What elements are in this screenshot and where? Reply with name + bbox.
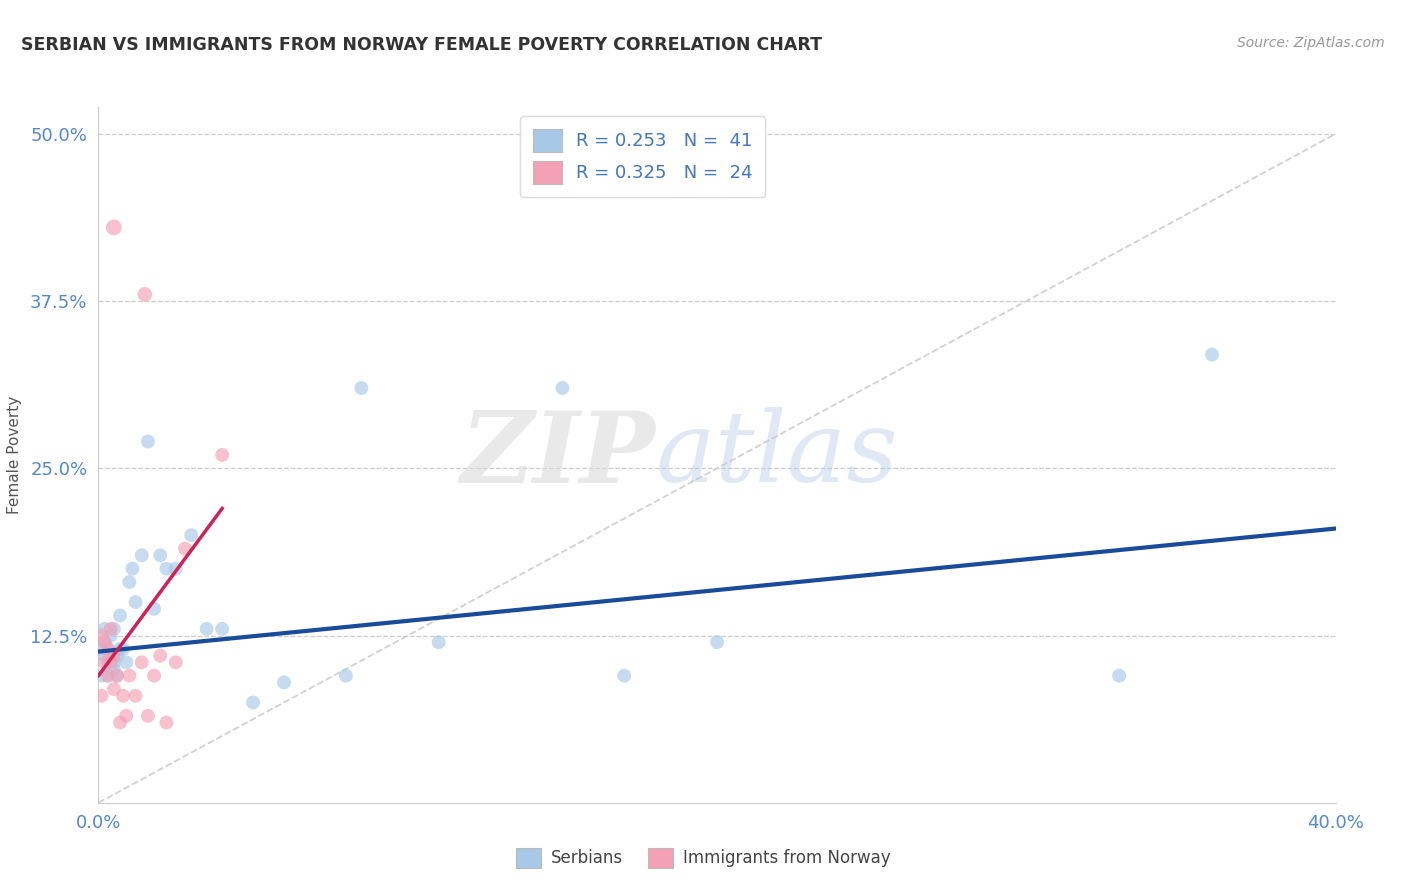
Point — [112, 689, 135, 703]
Point — [93, 622, 115, 636]
Legend: Serbians, Immigrants from Norway: Serbians, Immigrants from Norway — [509, 841, 897, 875]
Point — [93, 635, 115, 649]
Point — [1201, 348, 1223, 362]
Point — [134, 287, 156, 301]
Text: Source: ZipAtlas.com: Source: ZipAtlas.com — [1237, 36, 1385, 50]
Text: atlas: atlas — [655, 408, 898, 502]
Point — [105, 669, 128, 683]
Point — [118, 575, 141, 590]
Point — [551, 381, 574, 395]
Point — [131, 655, 153, 669]
Point — [97, 642, 120, 657]
Point — [93, 635, 115, 649]
Point — [124, 689, 146, 703]
Point — [103, 648, 125, 663]
Point — [143, 602, 166, 616]
Point — [97, 669, 120, 683]
Point — [149, 548, 172, 563]
Y-axis label: Female Poverty: Female Poverty — [7, 396, 21, 514]
Point — [112, 642, 135, 657]
Point — [103, 220, 125, 235]
Point — [155, 562, 177, 576]
Point — [115, 655, 138, 669]
Point — [427, 635, 450, 649]
Point — [103, 662, 125, 676]
Point — [103, 681, 125, 696]
Point — [90, 689, 112, 703]
Point — [100, 622, 122, 636]
Point — [706, 635, 728, 649]
Point — [165, 562, 187, 576]
Point — [136, 434, 159, 449]
Point — [90, 642, 112, 657]
Point — [97, 642, 120, 657]
Point — [97, 655, 120, 669]
Point — [100, 648, 122, 663]
Point — [136, 708, 159, 723]
Point — [613, 669, 636, 683]
Point — [108, 642, 131, 657]
Legend: R = 0.253   N =  41, R = 0.325   N =  24: R = 0.253 N = 41, R = 0.325 N = 24 — [520, 116, 765, 197]
Point — [1108, 669, 1130, 683]
Point — [350, 381, 373, 395]
Point — [103, 622, 125, 636]
Point — [121, 562, 143, 576]
Point — [242, 696, 264, 710]
Point — [100, 628, 122, 642]
Point — [118, 669, 141, 683]
Point — [174, 541, 197, 556]
Point — [211, 448, 233, 462]
Point — [103, 655, 125, 669]
Point — [131, 548, 153, 563]
Point — [155, 715, 177, 730]
Point — [93, 655, 115, 669]
Point — [90, 628, 112, 642]
Point — [93, 648, 115, 663]
Point — [143, 669, 166, 683]
Point — [97, 669, 120, 683]
Point — [90, 669, 112, 683]
Point — [124, 595, 146, 609]
Text: SERBIAN VS IMMIGRANTS FROM NORWAY FEMALE POVERTY CORRELATION CHART: SERBIAN VS IMMIGRANTS FROM NORWAY FEMALE… — [21, 36, 823, 54]
Point — [149, 648, 172, 663]
Point — [100, 655, 122, 669]
Point — [195, 622, 218, 636]
Point — [115, 708, 138, 723]
Point — [108, 715, 131, 730]
Point — [180, 528, 202, 542]
Point — [105, 669, 128, 683]
Point — [211, 622, 233, 636]
Point — [108, 608, 131, 623]
Text: ZIP: ZIP — [460, 407, 655, 503]
Point — [105, 648, 128, 663]
Point — [335, 669, 357, 683]
Point — [273, 675, 295, 690]
Point — [165, 655, 187, 669]
